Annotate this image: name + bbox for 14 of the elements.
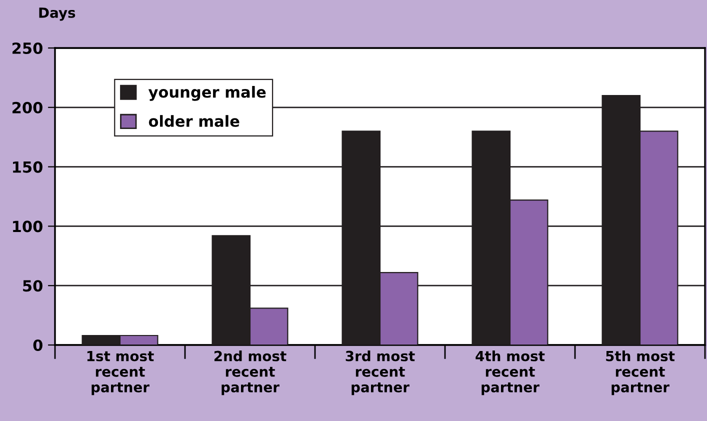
x-tick-label: 2nd most recent partner xyxy=(214,350,286,396)
y-tick-label: 100 xyxy=(13,220,42,232)
y-axis-title: Days xyxy=(39,8,76,21)
y-tick-label: 250 xyxy=(12,42,42,54)
x-tick-label: 1st most recent partner xyxy=(87,350,154,396)
x-tick-label: 3rd most recent partner xyxy=(346,350,415,396)
x-tick-label: 4th most recent partner xyxy=(476,350,545,396)
y-tick-label: 150 xyxy=(13,161,42,173)
legend-label: older male xyxy=(148,115,240,127)
legend-label: younger male xyxy=(148,86,266,101)
y-tick-label: 0 xyxy=(33,339,42,352)
x-tick-label: 5th most recent partner xyxy=(606,350,675,396)
y-tick-label: 200 xyxy=(12,102,42,114)
y-tick-label: 50 xyxy=(23,280,42,292)
